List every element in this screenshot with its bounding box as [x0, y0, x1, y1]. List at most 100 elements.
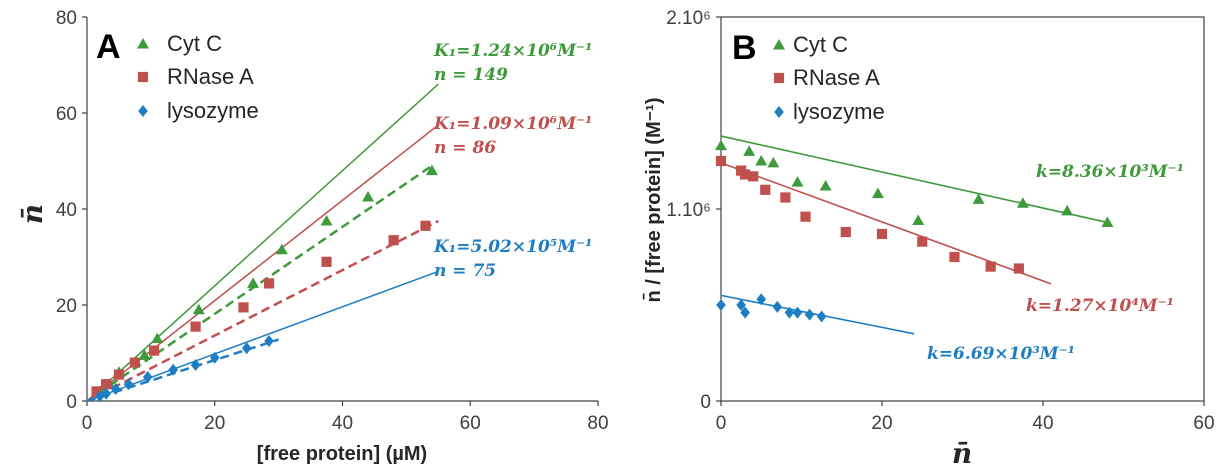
x-tick-label: 60 — [460, 413, 481, 434]
point-rnase-a — [876, 228, 888, 240]
point-cyt-c — [151, 332, 164, 344]
point-lysozyme — [792, 306, 803, 319]
legend-label-cyt-c: Cyt C — [167, 31, 222, 56]
point-lysozyme — [816, 310, 827, 323]
point-cyt-c — [791, 176, 804, 187]
legend-label-cyt-c: Cyt C — [793, 32, 848, 57]
panel-b-y-ticks: 0 1.10⁶ 2.10⁶ — [666, 8, 721, 413]
point-rnase-a — [917, 236, 928, 247]
y-tick-label: 2.10⁶ — [666, 8, 711, 29]
point-lysozyme — [264, 335, 274, 347]
x-tick-label: 0 — [716, 413, 727, 434]
point-cyt-c — [138, 349, 151, 360]
legend-label-lysozyme: lysozyme — [167, 98, 259, 123]
annot-cytc-k1: K₁=1.24×10⁶M⁻¹ — [433, 41, 592, 61]
point-lysozyme — [736, 299, 746, 311]
panel-b-y-axis-title: n̄ / [free protein] (M⁻¹) — [643, 98, 665, 303]
point-lysozyme — [110, 383, 121, 395]
legend-marker-lysozyme — [774, 106, 784, 118]
annot-cytc-n: n = 149 — [434, 65, 508, 85]
point-cyt-c — [755, 155, 768, 166]
point-rnase-a — [760, 184, 771, 195]
model-line-lysozyme — [86, 270, 439, 402]
point-cyt-c — [1061, 204, 1074, 216]
panel-b: 0 1.10⁶ 2.10⁶ 0 20 40 60 B Cyt C RNase A lyso… — [643, 8, 1215, 470]
model-line-cyt-c — [86, 83, 439, 402]
annot-lysozyme-k1: K₁=5.02×10⁵M⁻¹ — [433, 237, 592, 257]
panel-b-legend: Cyt C RNase A lysozyme — [773, 32, 885, 124]
legend-marker-rnase-a — [773, 72, 785, 84]
point-lysozyme — [804, 308, 815, 321]
x-tick-label: 80 — [587, 413, 608, 434]
y-tick-label: 80 — [56, 8, 77, 29]
panel-b-trend-lines — [720, 135, 1108, 335]
point-rnase-a — [800, 211, 811, 222]
point-lysozyme — [756, 293, 767, 306]
panel-a-annotations: K₁=1.24×10⁶M⁻¹ n = 149 K₁=1.09×10⁶M⁻¹ n … — [433, 41, 592, 281]
annot-rnase-n: n = 86 — [434, 138, 496, 158]
point-lysozyme — [190, 359, 201, 371]
panel-a: 0 20 40 60 80 0 20 40 60 80 A Cyt C RNase A lyso… — [16, 8, 609, 465]
y-tick-label: 40 — [56, 200, 77, 221]
legend-label-lysozyme: lysozyme — [793, 99, 885, 124]
trend-line-cyt-c — [720, 135, 1108, 224]
point-rnase-a — [113, 369, 125, 380]
point-lysozyme — [241, 342, 252, 355]
annot-rnase-k1: K₁=1.09×10⁶M⁻¹ — [433, 114, 592, 134]
point-cyt-c — [743, 145, 756, 156]
panel-b-legend-markers — [773, 39, 785, 118]
trend-line-lysozyme — [720, 294, 915, 335]
point-lysozyme — [740, 306, 750, 319]
trend-line-rnase-a — [86, 219, 439, 403]
annot-rnase-k: k=1.27×10⁴M⁻¹ — [1026, 296, 1174, 316]
legend-label-rnase-a: RNase A — [167, 64, 254, 89]
annot-lysozyme-n: n = 75 — [434, 261, 496, 281]
panel-a-x-axis-title: [free protein] (µM) — [257, 443, 427, 465]
annot-cytc-k: k=8.36×10³M⁻¹ — [1036, 162, 1184, 182]
point-rnase-a — [388, 235, 399, 246]
point-lysozyme — [716, 299, 726, 311]
point-rnase-a — [190, 321, 201, 332]
point-lysozyme — [123, 378, 134, 391]
x-tick-label: 20 — [204, 413, 225, 434]
point-cyt-c — [275, 243, 288, 255]
point-rnase-a — [148, 345, 160, 356]
point-rnase-a — [840, 226, 851, 238]
x-tick-label: 60 — [1193, 413, 1214, 434]
legend-marker-lysozyme — [138, 105, 148, 117]
point-lysozyme — [772, 300, 783, 313]
panel-b-data-points — [715, 139, 1114, 323]
point-rnase-a — [238, 302, 249, 313]
y-tick-label: 60 — [56, 104, 77, 125]
x-tick-label: 20 — [871, 413, 892, 434]
point-cyt-c — [425, 164, 438, 176]
point-lysozyme — [168, 363, 179, 376]
point-rnase-a — [263, 278, 275, 289]
panel-b-annotations: k=8.36×10³M⁻¹ k=1.27×10⁴M⁻¹ k=6.69×10³M⁻… — [927, 162, 1184, 364]
annot-lysozyme-k: k=6.69×10³M⁻¹ — [927, 344, 1075, 364]
point-rnase-a — [1013, 263, 1024, 274]
point-rnase-a — [949, 251, 960, 263]
point-rnase-a — [715, 155, 727, 167]
point-lysozyme — [784, 306, 795, 319]
point-cyt-c — [192, 303, 205, 315]
point-cyt-c — [247, 277, 260, 288]
panel-b-label: B — [732, 29, 757, 67]
point-rnase-a — [985, 261, 996, 272]
point-rnase-a — [321, 256, 332, 267]
point-cyt-c — [972, 193, 985, 204]
panel-a-y-ticks: 0 20 40 60 80 — [56, 8, 87, 413]
point-rnase-a — [101, 379, 112, 390]
trend-line-rnase-a — [720, 162, 1052, 285]
x-tick-label: 40 — [1032, 413, 1053, 434]
point-lysozyme — [101, 387, 111, 400]
y-tick-label: 0 — [66, 392, 77, 413]
x-tick-label: 0 — [82, 413, 93, 434]
legend-marker-cyt-c — [137, 38, 149, 49]
point-cyt-c — [912, 214, 925, 226]
panel-a-label: A — [96, 28, 121, 66]
point-cyt-c — [819, 179, 832, 191]
point-rnase-a — [748, 171, 759, 182]
point-cyt-c — [1016, 197, 1029, 208]
